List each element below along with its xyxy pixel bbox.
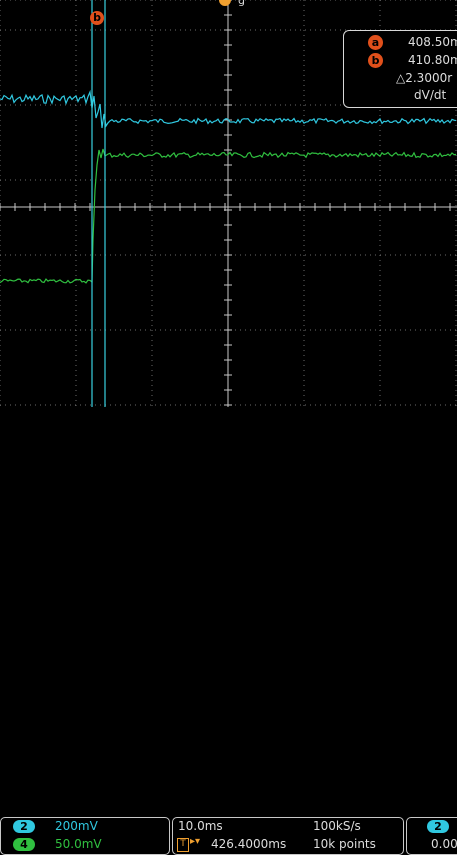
record-length: 10k points	[313, 837, 376, 851]
channel-2-badge[interactable]: 2	[13, 820, 35, 833]
cursor-b-top-marker[interactable]: b	[90, 11, 104, 25]
trigger-level: 0.00	[431, 837, 457, 851]
channel-4-waveform	[0, 148, 457, 284]
trigger-source-badge[interactable]: 2	[427, 820, 449, 833]
channel-scale-panel[interactable]: 2 200mV 4 50.0mV	[0, 817, 170, 855]
waveform-area[interactable]	[0, 0, 457, 407]
trigger-arrow-icon: ▸▾	[190, 836, 201, 847]
cursor-a-badge: a	[368, 35, 383, 50]
cursor-readout-panel: a 408.50m b 410.80m △2.3000r dV/dt	[343, 30, 457, 108]
time-per-division: 10.0ms	[178, 819, 223, 833]
channel-2-scale: 200mV	[55, 819, 98, 833]
trigger-position-icon: T	[177, 838, 189, 852]
channel-4-badge[interactable]: 4	[13, 838, 35, 851]
trigger-panel[interactable]: 2 0.00	[406, 817, 457, 855]
sample-rate: 100kS/s	[313, 819, 361, 833]
cursor-a-value: 408.50m	[408, 35, 457, 49]
trigger-marker-icon[interactable]	[219, 0, 231, 6]
status-bar: 2 200mV 4 50.0mV 10.0ms 100kS/s T ▸▾ 426…	[0, 407, 457, 855]
glyph-fragment: g	[238, 0, 245, 7]
channel-2-waveform	[0, 89, 457, 129]
channel-4-scale: 50.0mV	[55, 837, 102, 851]
cursor-rate-label: dV/dt	[414, 88, 447, 102]
cursor-b-value: 410.80m	[408, 53, 457, 67]
cursor-delta-value: △2.3000r	[396, 71, 453, 85]
trigger-position: 426.4000ms	[211, 837, 287, 851]
oscilloscope-display: b g a 408.50m b 410.80m △2.3000r dV/dt	[0, 0, 457, 407]
cursor-b-badge: b	[368, 53, 383, 68]
timebase-panel[interactable]: 10.0ms 100kS/s T ▸▾ 426.4000ms 10k point…	[172, 817, 404, 855]
